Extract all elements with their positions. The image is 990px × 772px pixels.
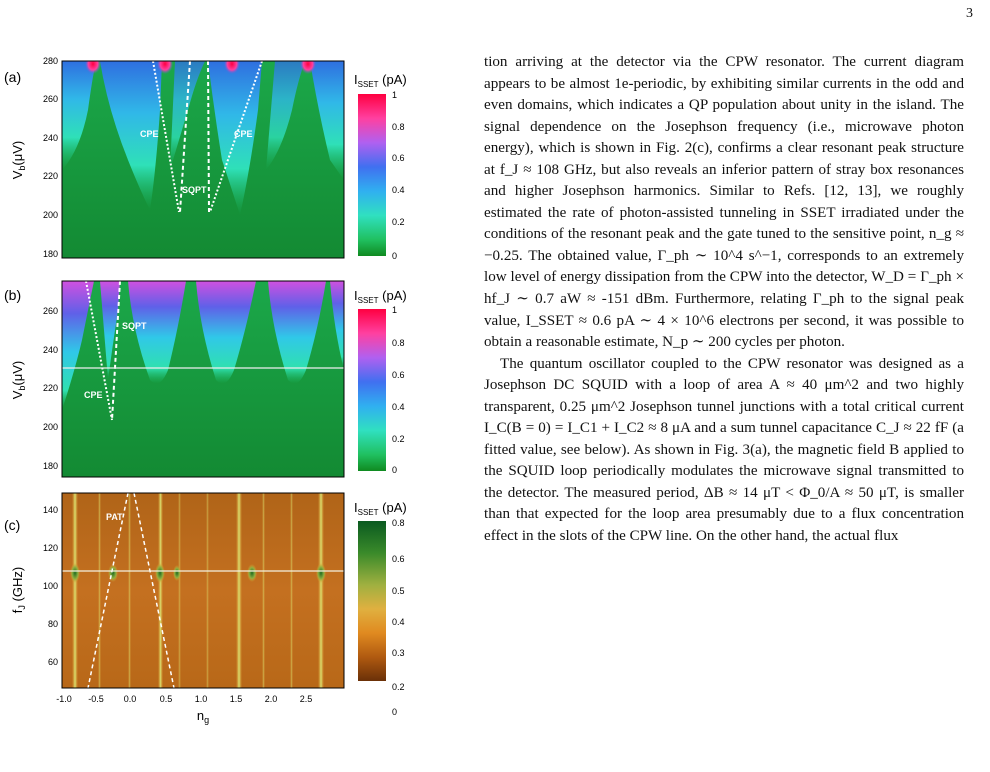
page-number: 3 — [966, 6, 973, 21]
annotation-cpe-b: CPE — [84, 390, 103, 400]
y-ticks-c: 140 120 100 80 60 — [43, 505, 58, 667]
colorbar-ticks-b: 1 0.8 0.6 0.4 0.2 0 — [392, 305, 405, 475]
svg-text:0.5: 0.5 — [392, 586, 405, 596]
colorbar-ticks-c: 0.8 0.6 0.5 0.4 0.3 0.2 0 — [392, 518, 405, 717]
svg-text:260: 260 — [43, 306, 58, 316]
panel-b: (b) SQPT CPE 260 240 220 200 180 Vb(μV) … — [4, 280, 407, 478]
x-axis-label: ng — [197, 708, 209, 725]
panel-c: (c) PAT 140 120 100 — [4, 492, 407, 725]
colorbar-title-c: ISSET (pA) — [354, 500, 407, 517]
annotation-cpe-right: CPE — [234, 129, 253, 139]
svg-text:0: 0 — [392, 707, 397, 717]
svg-text:0.4: 0.4 — [392, 185, 405, 195]
svg-text:60: 60 — [48, 657, 58, 667]
svg-text:-0.5: -0.5 — [88, 694, 104, 704]
svg-text:-1.0: -1.0 — [56, 694, 72, 704]
svg-text:0.8: 0.8 — [392, 518, 405, 528]
svg-text:240: 240 — [43, 345, 58, 355]
annotation-cpe-left: CPE — [140, 129, 159, 139]
annotation-sqpt: SQPT — [182, 185, 207, 195]
svg-text:80: 80 — [48, 619, 58, 629]
svg-text:280: 280 — [43, 56, 58, 66]
svg-text:0.5: 0.5 — [160, 694, 173, 704]
svg-text:1.5: 1.5 — [230, 694, 243, 704]
svg-text:260: 260 — [43, 94, 58, 104]
colorbar-title-a: ISSET (pA) — [354, 72, 407, 89]
svg-text:1: 1 — [392, 305, 397, 315]
svg-text:1: 1 — [392, 90, 397, 100]
svg-text:200: 200 — [43, 422, 58, 432]
svg-text:0: 0 — [392, 465, 397, 475]
colorbar-ticks-a: 1 0.8 0.6 0.4 0.2 0 — [392, 90, 405, 261]
panel-label-c: (c) — [4, 517, 20, 533]
y-axis-label-a: Vb(μV) — [10, 141, 27, 180]
svg-text:2.0: 2.0 — [265, 694, 278, 704]
annotation-pat: PAT — [106, 512, 123, 522]
svg-text:220: 220 — [43, 383, 58, 393]
svg-text:0.8: 0.8 — [392, 338, 405, 348]
paragraph-2: The quantum oscillator coupled to the CP… — [484, 355, 964, 545]
svg-text:140: 140 — [43, 505, 58, 515]
svg-text:0.6: 0.6 — [392, 554, 405, 564]
svg-text:0.3: 0.3 — [392, 648, 405, 658]
svg-text:200: 200 — [43, 210, 58, 220]
svg-text:180: 180 — [43, 461, 58, 471]
svg-text:120: 120 — [43, 543, 58, 553]
svg-text:0: 0 — [392, 251, 397, 261]
svg-text:0.0: 0.0 — [124, 694, 137, 704]
y-ticks-b: 260 240 220 200 180 — [43, 306, 58, 471]
svg-text:1.0: 1.0 — [195, 694, 208, 704]
svg-text:0.4: 0.4 — [392, 402, 405, 412]
svg-text:100: 100 — [43, 581, 58, 591]
annotation-sqpt-b: SQPT — [122, 321, 147, 331]
svg-text:0.2: 0.2 — [392, 217, 405, 227]
figure-2: (a) CPE CPE SQPT 280 260 240 220 20 — [4, 56, 407, 725]
x-ticks: -1.0 -0.5 0.0 0.5 1.0 1.5 2.0 2.5 — [56, 694, 312, 704]
paragraph-1: tion arriving at the detector via the CP… — [484, 54, 964, 351]
panel-a: (a) CPE CPE SQPT 280 260 240 220 20 — [4, 56, 407, 261]
svg-text:2.5: 2.5 — [300, 694, 313, 704]
panel-label-b: (b) — [4, 287, 21, 303]
y-axis-label-b: Vb(μV) — [10, 361, 27, 400]
svg-text:0.2: 0.2 — [392, 434, 405, 444]
y-ticks-a: 280 260 240 220 200 180 — [43, 56, 58, 259]
svg-text:0.8: 0.8 — [392, 122, 405, 132]
svg-text:0.2: 0.2 — [392, 682, 405, 692]
svg-text:0.6: 0.6 — [392, 370, 405, 380]
colorbar-title-b: ISSET (pA) — [354, 288, 407, 305]
body-text-column: tion arriving at the detector via the CP… — [484, 52, 964, 548]
panel-label-a: (a) — [4, 69, 21, 85]
svg-text:0.4: 0.4 — [392, 617, 405, 627]
svg-text:0.6: 0.6 — [392, 153, 405, 163]
svg-text:240: 240 — [43, 133, 58, 143]
y-axis-label-c: fJ (GHz) — [10, 567, 27, 613]
svg-text:180: 180 — [43, 249, 58, 259]
svg-text:220: 220 — [43, 171, 58, 181]
